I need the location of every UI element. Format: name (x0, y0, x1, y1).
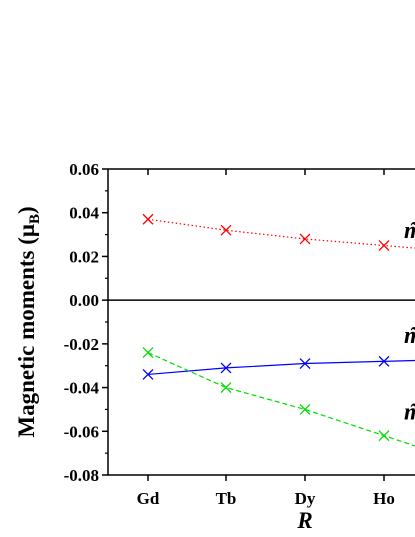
x-tick-label-dy: Dy (295, 489, 316, 508)
y-tick-label: -0.06 (64, 422, 99, 441)
series-0-marker-ho (378, 240, 390, 251)
y-tick-label: -0.02 (64, 335, 99, 354)
y-tick-label: -0.08 (64, 466, 99, 485)
series-0-marker-tb (220, 224, 232, 236)
series-0-line (147, 218, 415, 249)
series-2-marker-ho (378, 430, 390, 442)
series-2: m̃ (142, 347, 415, 447)
series-0: m̃ (142, 213, 415, 251)
y-tick-label: 0.04 (69, 204, 99, 223)
series-1-marker-ho (378, 355, 390, 367)
series-1-line (147, 359, 415, 376)
series-2-label: m̃ (404, 400, 415, 426)
series-0-label: m̃ (404, 218, 415, 244)
x-axis-title: R (296, 508, 312, 533)
series-1-marker-gd (142, 368, 154, 380)
x-tick-label-gd: Gd (137, 489, 160, 508)
y-tick-label: -0.04 (64, 379, 100, 398)
series-1: m̃ (142, 323, 415, 380)
series-1-label: m̃ (404, 323, 415, 349)
y-tick-label: 0.00 (69, 291, 99, 310)
y-tick-label: 0.02 (69, 247, 99, 266)
series-2-marker-tb (220, 382, 232, 394)
series-2-marker-gd (142, 347, 154, 359)
series-0-marker-dy (299, 233, 311, 245)
series-1-marker-dy (299, 358, 311, 369)
y-tick-label: 0.06 (69, 160, 99, 179)
series-2-marker-dy (299, 403, 311, 415)
series-2-line (147, 352, 415, 447)
y-axis-title: Magnetic moments (μB) (14, 206, 43, 437)
x-tick-label-tb: Tb (216, 489, 237, 508)
series-layer: m̃ m̃ m̃ (142, 213, 415, 447)
x-tick-label-ho: Ho (373, 489, 395, 508)
series-0-marker-gd (142, 213, 154, 225)
axes: 0.06 0.04 0.02 0.00 -0.02 -0.04 -0.06 -0.08 Gd Tb… (64, 160, 415, 508)
series-1-marker-tb (220, 362, 232, 374)
